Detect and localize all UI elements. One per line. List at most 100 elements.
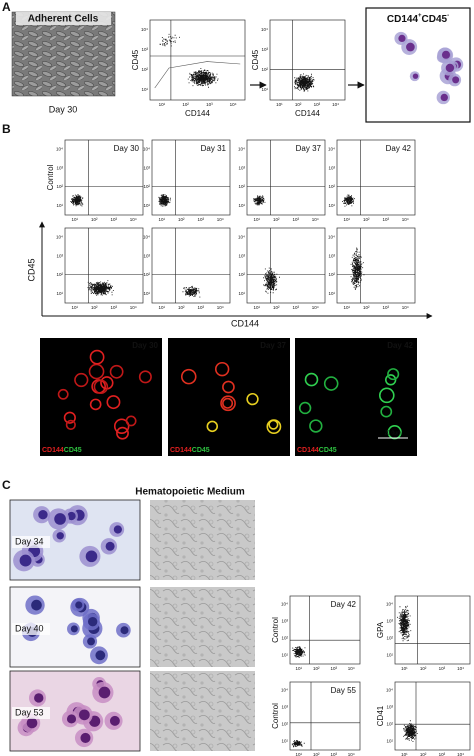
y-tick-label: 10¹ bbox=[238, 203, 245, 208]
x-tick-label: 10³ bbox=[206, 102, 213, 107]
y-tick-label: 10⁴ bbox=[386, 688, 393, 693]
x-tick-label: 10³ bbox=[110, 217, 117, 222]
scatter-dots bbox=[70, 194, 84, 207]
y-tick-label: 10⁴ bbox=[56, 147, 63, 152]
nucleus bbox=[56, 532, 64, 540]
y-axis-label: Control bbox=[271, 703, 280, 729]
cell bbox=[138, 370, 152, 384]
scatter-dots bbox=[397, 605, 412, 642]
x-tick-label: 10⁴ bbox=[312, 217, 319, 222]
stain-name: CD45 bbox=[192, 447, 210, 454]
plot-frame bbox=[289, 681, 361, 751]
day-label: Day 31 bbox=[201, 144, 227, 153]
image-caption: Day 30 bbox=[49, 104, 78, 114]
y-tick-label: 10² bbox=[281, 636, 288, 641]
y-tick-label: 10¹ bbox=[143, 203, 150, 208]
x-tick-label: 10¹ bbox=[158, 217, 165, 222]
nucleus bbox=[120, 626, 129, 635]
scatter-dots bbox=[403, 720, 418, 742]
cell bbox=[74, 372, 89, 388]
nucleus bbox=[26, 717, 38, 729]
result-title-part: - bbox=[447, 13, 449, 19]
y-tick-label: 10⁴ bbox=[261, 27, 268, 32]
cell bbox=[109, 364, 124, 379]
x-tick-label: 10⁴ bbox=[348, 666, 355, 671]
cell bbox=[65, 419, 76, 430]
x-tick-label: 10² bbox=[363, 217, 370, 222]
x-tick-label: 10¹ bbox=[295, 666, 302, 671]
gate bbox=[154, 61, 241, 89]
nucleus bbox=[70, 625, 78, 633]
x-tick-label: 10¹ bbox=[158, 305, 165, 310]
x-tick-label: 10³ bbox=[330, 666, 337, 671]
x-tick-label: 10² bbox=[273, 305, 280, 310]
day-label: Day 55 bbox=[331, 686, 357, 695]
title-backdrop bbox=[16, 12, 111, 25]
cell bbox=[89, 398, 102, 411]
image-title: Adherent Cells bbox=[28, 14, 99, 25]
nucleus bbox=[95, 650, 106, 661]
x-tick-label: 10⁴ bbox=[332, 102, 339, 107]
y-tick-label: 10⁴ bbox=[386, 602, 393, 607]
scatter-dots bbox=[158, 194, 171, 207]
x-tick-label: 10² bbox=[182, 102, 189, 107]
nucleus bbox=[412, 73, 419, 79]
nucleus bbox=[54, 513, 66, 525]
y-tick-label: 10² bbox=[328, 272, 335, 277]
x-axis-label: CD144 bbox=[185, 109, 210, 118]
x-tick-label: 10¹ bbox=[343, 305, 350, 310]
panel-label: B bbox=[2, 122, 11, 136]
x-tick-label: 10⁴ bbox=[230, 102, 237, 107]
x-tick-label: 10³ bbox=[382, 305, 389, 310]
y-tick-label: 10⁴ bbox=[238, 235, 245, 240]
cell bbox=[214, 361, 230, 377]
cell bbox=[309, 419, 323, 433]
stain-name: CD45 bbox=[64, 447, 82, 454]
y-axis-label: CD41 bbox=[376, 705, 385, 726]
stain-label: CD144CD45 bbox=[297, 447, 337, 454]
y-tick-label: 10² bbox=[238, 272, 245, 277]
x-tick-label: 10² bbox=[178, 217, 185, 222]
x-tick-label: 10¹ bbox=[253, 305, 260, 310]
y-tick-label: 10² bbox=[281, 722, 288, 727]
scatter-dots bbox=[342, 194, 355, 207]
result-title-part: CD45 bbox=[422, 14, 448, 25]
x-tick-label: 10⁴ bbox=[217, 305, 224, 310]
plot-frame bbox=[394, 595, 471, 665]
y-tick-label: 10¹ bbox=[261, 87, 268, 92]
scatter-dots bbox=[182, 285, 201, 298]
day-backdrop bbox=[12, 623, 50, 635]
y-tick-label: 10² bbox=[56, 272, 63, 277]
nucleus bbox=[85, 550, 98, 563]
cell bbox=[63, 411, 76, 424]
nucleus bbox=[34, 693, 44, 703]
fluorescence-image bbox=[295, 338, 417, 456]
x-tick-label: 10² bbox=[295, 102, 302, 107]
x-tick-label: 10³ bbox=[197, 217, 204, 222]
panel-label: A bbox=[2, 0, 11, 14]
nucleus bbox=[406, 42, 415, 52]
x-tick-label: 10³ bbox=[292, 305, 299, 310]
nucleus bbox=[109, 715, 120, 726]
y-tick-label: 10¹ bbox=[281, 739, 288, 744]
y-tick-label: 10³ bbox=[261, 47, 268, 52]
day-label: Day 30 bbox=[132, 341, 158, 350]
x-tick-label: 10² bbox=[273, 217, 280, 222]
y-tick-label: 10² bbox=[261, 67, 268, 72]
stain-name: CD45 bbox=[319, 447, 337, 454]
x-tick-label: 10¹ bbox=[401, 752, 408, 756]
x-tick-label: 10⁴ bbox=[312, 305, 319, 310]
y-tick-label: 10⁴ bbox=[141, 27, 148, 32]
y-tick-label: 10³ bbox=[281, 619, 288, 624]
y-tick-label: 10⁴ bbox=[328, 147, 335, 152]
panel-label: C bbox=[2, 478, 11, 492]
plot-frame bbox=[149, 19, 246, 101]
y-tick-label: 10³ bbox=[328, 253, 335, 258]
nucleus bbox=[441, 50, 451, 59]
x-tick-label: 10³ bbox=[292, 217, 299, 222]
x-tick-label: 10⁴ bbox=[457, 666, 464, 671]
y-tick-label: 10⁴ bbox=[238, 147, 245, 152]
day-label: Day 30 bbox=[114, 144, 140, 153]
cell bbox=[323, 376, 339, 391]
result-title-part: + bbox=[418, 13, 422, 19]
